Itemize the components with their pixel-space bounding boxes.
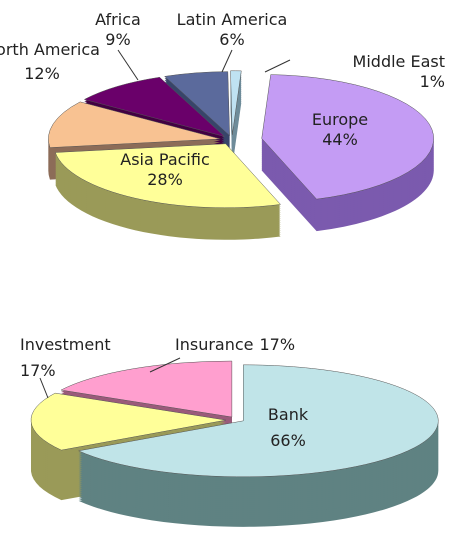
leader-line — [149, 357, 181, 373]
label-name: Bank — [268, 405, 309, 424]
leader-line — [39, 377, 49, 399]
label-value: 28% — [147, 170, 183, 189]
slice — [83, 76, 225, 137]
slice — [60, 360, 233, 418]
slice-label: 44% — [322, 130, 358, 149]
slice-label: Investment — [20, 335, 111, 354]
label-name: Investment — [20, 335, 111, 354]
leader-line — [117, 49, 139, 81]
slice-label: Africa — [95, 10, 141, 29]
slice-label: Asia Pacific — [120, 150, 209, 169]
label-value: 17% — [260, 335, 296, 354]
slice — [261, 74, 434, 200]
slice-label: 12% — [24, 64, 60, 83]
slice — [48, 101, 221, 148]
slice — [164, 71, 230, 137]
label-value: 1% — [420, 72, 445, 91]
slice-label: 9% — [105, 30, 130, 49]
label-name: Asia Pacific — [120, 150, 209, 169]
label-value: 44% — [322, 130, 358, 149]
slice-label: 17% — [20, 361, 56, 380]
slice-label: Middle East — [353, 52, 445, 71]
label-name: Insurance — [175, 335, 254, 354]
slice-label: North America — [0, 40, 100, 59]
label-value: 17% — [20, 361, 56, 380]
leader-line — [221, 49, 233, 73]
slice-label: Insurance 17% — [175, 335, 295, 354]
label-name: Europe — [312, 110, 368, 129]
label-name: North America — [0, 40, 100, 59]
label-value: 6% — [219, 30, 244, 49]
label-name: Middle East — [353, 52, 445, 71]
slice-label: 66% — [270, 431, 306, 450]
slice-label: 28% — [147, 170, 183, 189]
slice-label: 1% — [420, 72, 445, 91]
slice-label: 6% — [219, 30, 244, 49]
slice-label: Latin America — [177, 10, 288, 29]
slice — [54, 143, 282, 209]
slice-label: Bank — [268, 405, 309, 424]
slice-label: Europe — [312, 110, 368, 129]
label-name: Latin America — [177, 10, 288, 29]
leader-line — [264, 59, 291, 73]
slice — [30, 392, 227, 451]
label-value: 9% — [105, 30, 130, 49]
label-name: Africa — [95, 10, 141, 29]
label-value: 12% — [24, 64, 60, 83]
slice — [230, 70, 242, 135]
label-value: 66% — [270, 431, 306, 450]
slice — [77, 364, 439, 478]
